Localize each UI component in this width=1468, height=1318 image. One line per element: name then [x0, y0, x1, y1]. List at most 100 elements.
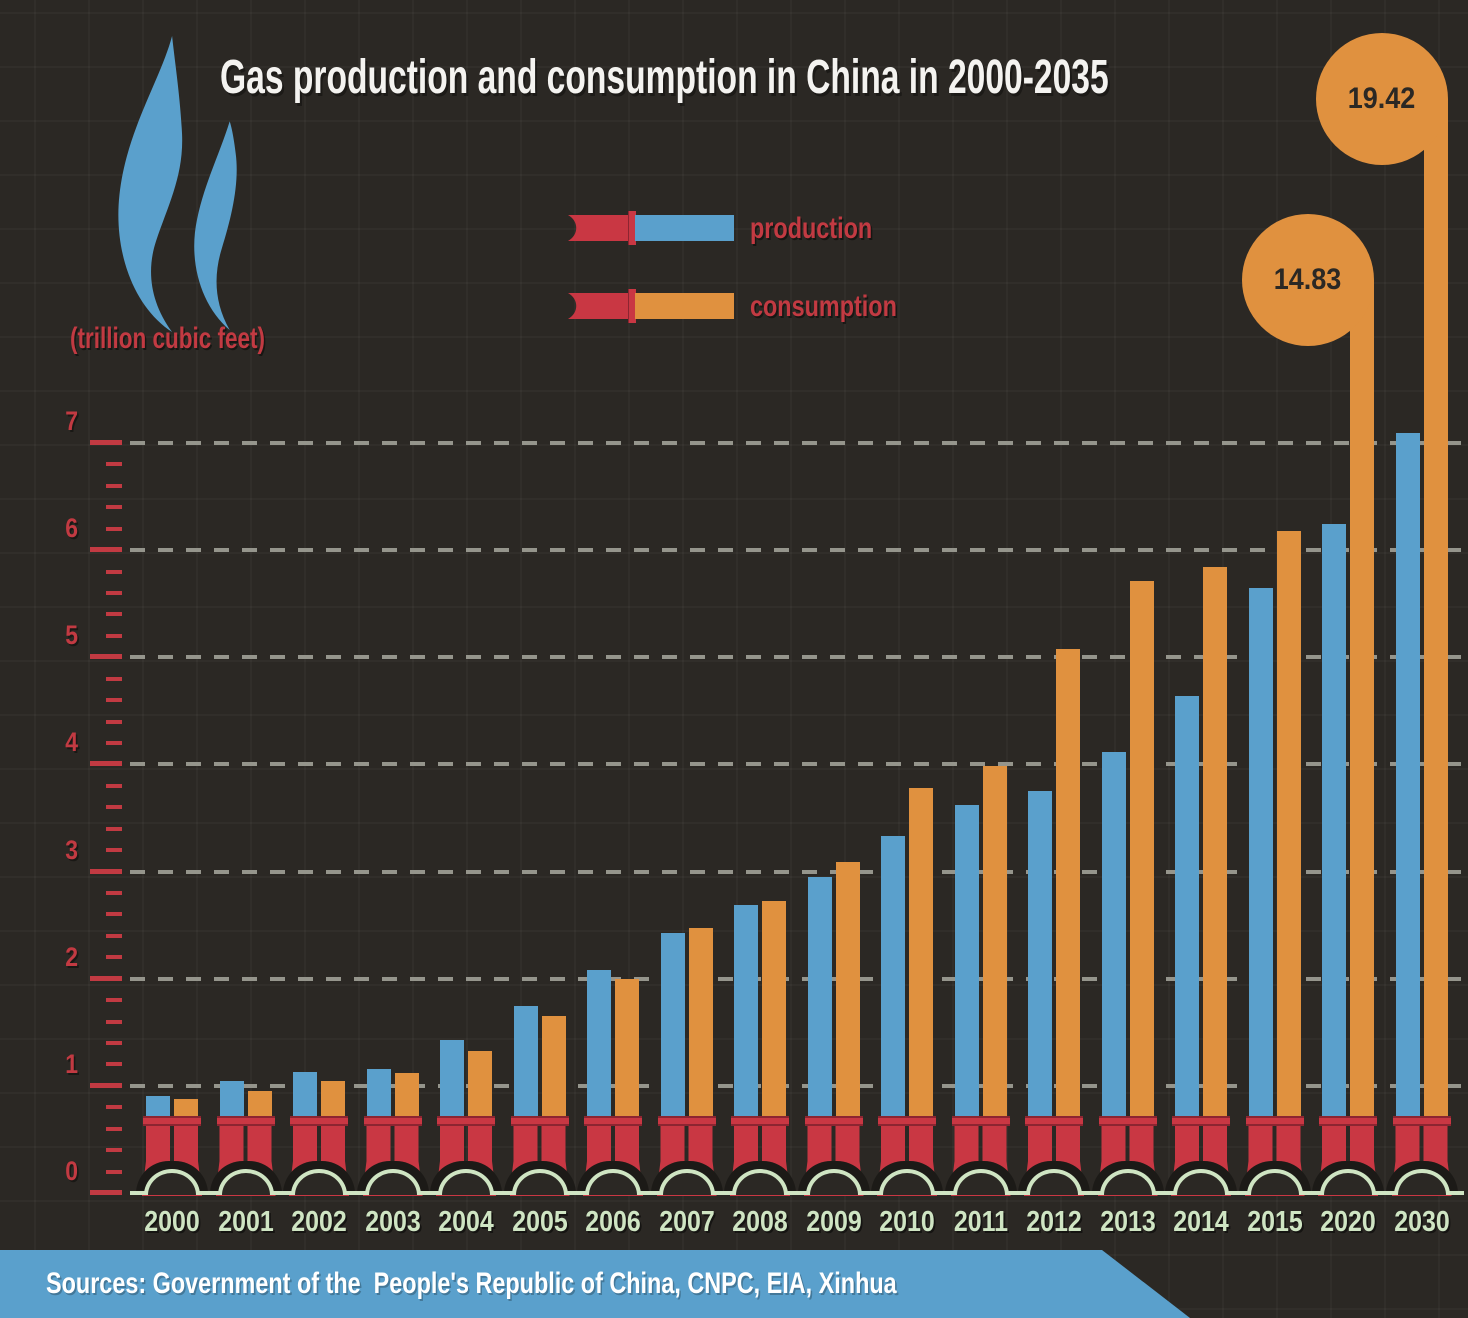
- y-major-tick-4: [90, 761, 122, 767]
- y-minor-tick: [106, 933, 122, 938]
- pipe-collar: [538, 1116, 569, 1126]
- gridline-5: [130, 655, 1462, 660]
- y-axis-label-0: 0: [65, 1156, 78, 1186]
- y-axis-label-6: 6: [65, 513, 78, 544]
- y-minor-tick: [106, 483, 122, 488]
- consumption-bar-2004: [468, 1050, 492, 1117]
- pipe-collar: [1347, 1116, 1377, 1126]
- consumption-bar-2014: [1203, 567, 1227, 1117]
- x-axis-label-2001: 2001: [217, 1206, 274, 1238]
- x-axis-label-2011: 2011: [953, 1206, 1008, 1238]
- production-bar-2009: [807, 876, 832, 1117]
- y-axis-label-7: 7: [65, 406, 78, 437]
- pipe-collar: [244, 1116, 275, 1126]
- y-minor-tick: [106, 741, 122, 745]
- consumption-bar-2020: [1350, 280, 1374, 1117]
- production-bar-2005: [513, 1005, 538, 1117]
- y-minor-tick: [106, 783, 122, 788]
- y-minor-tick: [106, 676, 122, 681]
- consumption-bar-2008: [762, 900, 786, 1117]
- gridline-7: [130, 441, 1462, 446]
- y-minor-tick: [106, 1169, 122, 1174]
- y-minor-tick: [106, 612, 122, 617]
- y-major-tick-5: [90, 654, 122, 660]
- legend-pipe-collar-icon: [628, 211, 636, 245]
- pipe-collar: [363, 1116, 394, 1126]
- pipe-collar: [612, 1116, 642, 1126]
- source-text: Sources: Government of the People's Repu…: [46, 1267, 897, 1300]
- legend-consumption-swatch: [635, 293, 734, 319]
- consumption-bar-2013: [1129, 581, 1154, 1117]
- pipe-collar: [657, 1116, 688, 1126]
- y-major-tick-6: [90, 547, 122, 553]
- pipe-collar: [510, 1116, 541, 1126]
- x-axis-label-2007: 2007: [658, 1206, 715, 1238]
- y-axis-label-2: 2: [65, 941, 78, 972]
- consumption-bar-2000: [174, 1098, 198, 1117]
- production-bar-2000: [146, 1095, 170, 1117]
- baseline: [130, 1191, 1464, 1195]
- x-axis-label-2004: 2004: [438, 1206, 494, 1238]
- y-minor-tick: [106, 633, 122, 638]
- consumption-bar-2010: [909, 788, 933, 1117]
- x-axis-label-2013: 2013: [1099, 1206, 1156, 1238]
- x-axis-label-2030: 2030: [1393, 1206, 1450, 1238]
- production-bar-2020: [1322, 524, 1346, 1117]
- production-bar-2012: [1028, 791, 1052, 1117]
- pipe-collar: [1392, 1116, 1423, 1126]
- source-footer: Sources: Government of the People's Repu…: [0, 1250, 1190, 1318]
- production-bar-2004: [440, 1039, 464, 1117]
- legend-consumption-label: consumption: [750, 290, 897, 323]
- consumption-bar-2006: [615, 978, 639, 1117]
- x-axis-label-2002: 2002: [291, 1206, 347, 1238]
- y-axis-label-5: 5: [65, 620, 78, 651]
- production-bar-2007: [660, 932, 685, 1117]
- y-minor-tick: [106, 826, 122, 831]
- pipe-collar: [1319, 1116, 1349, 1126]
- consumption-bar-2007: [688, 928, 713, 1117]
- y-axis-label-4: 4: [65, 727, 78, 758]
- x-axis-label-2020: 2020: [1320, 1206, 1376, 1238]
- gridline-1: [130, 1083, 1462, 1088]
- y-minor-tick: [106, 462, 122, 467]
- y-minor-tick: [106, 526, 122, 531]
- y-major-tick-7: [90, 440, 122, 446]
- pipe-collar: [318, 1116, 348, 1126]
- pipe-collar: [951, 1116, 982, 1126]
- pipe-collar: [1126, 1116, 1157, 1126]
- pipe-collar: [685, 1116, 716, 1126]
- y-minor-tick: [106, 1062, 122, 1067]
- x-axis-label-2008: 2008: [732, 1206, 788, 1238]
- y-minor-tick: [106, 719, 122, 724]
- x-axis-label-2010: 2010: [879, 1206, 935, 1238]
- production-bar-2014: [1175, 695, 1199, 1117]
- consumption-bar-2005: [541, 1016, 566, 1117]
- y-axis-label-1: 1: [65, 1048, 78, 1079]
- callout-value-2020: 14.83: [1274, 263, 1342, 296]
- callout-value-2030: 19.42: [1347, 82, 1416, 115]
- x-axis-label-2009: 2009: [805, 1206, 862, 1238]
- gridline-4: [130, 762, 1462, 767]
- y-minor-tick: [106, 891, 122, 895]
- consumption-bar-2012: [1056, 648, 1080, 1117]
- pipe-collar: [1273, 1116, 1304, 1126]
- consumption-bar-2001: [247, 1091, 272, 1117]
- pipe-collar: [391, 1116, 422, 1126]
- y-minor-tick: [106, 505, 122, 510]
- legend-production-swatch: [635, 215, 734, 241]
- gridline-3: [130, 869, 1462, 874]
- consumption-bar-2003: [394, 1073, 419, 1117]
- consumption-bar-2011: [982, 765, 1007, 1117]
- production-bar-2001: [219, 1080, 244, 1117]
- legend-pipe-icon: [568, 293, 628, 319]
- y-axis-label-3: 3: [65, 834, 78, 865]
- pipe-collar: [759, 1116, 789, 1126]
- pipe-collar: [731, 1116, 761, 1126]
- production-bar-2002: [293, 1071, 317, 1117]
- y-minor-tick: [106, 912, 122, 917]
- pipe-collar: [437, 1116, 467, 1126]
- pipe-collar: [1098, 1116, 1129, 1126]
- production-bar-2013: [1101, 751, 1126, 1117]
